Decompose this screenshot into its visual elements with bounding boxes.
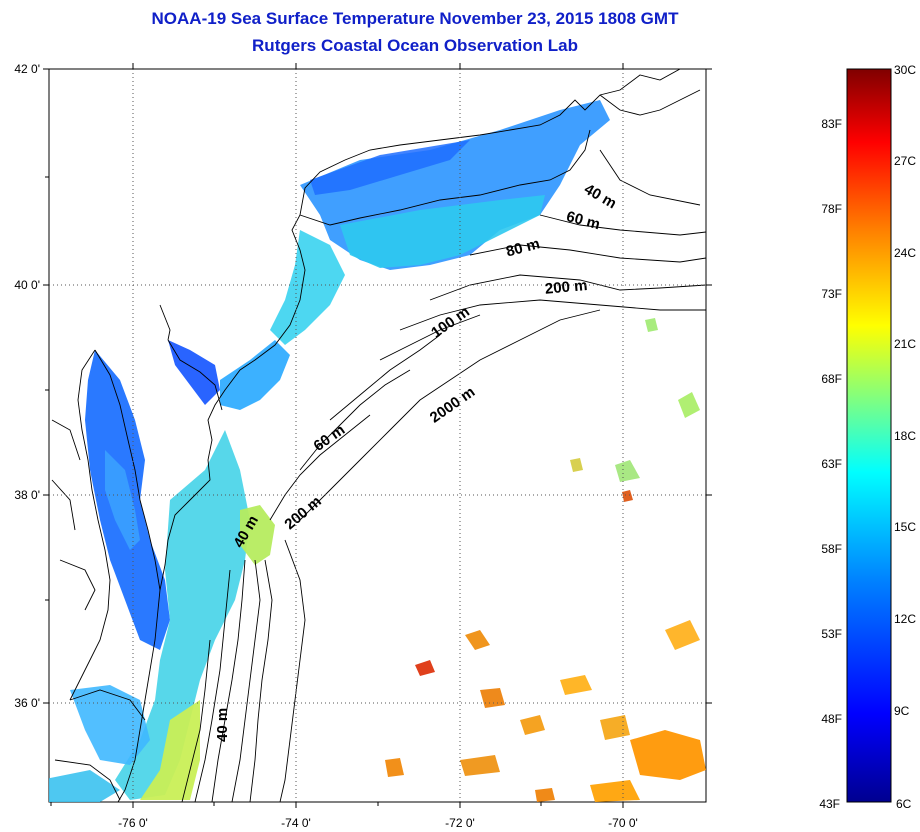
lat-label-38: 38 0' <box>14 488 40 502</box>
colorbar-gradient <box>846 68 892 803</box>
contour-label-40m-south: 40 m <box>214 708 231 742</box>
lon-label-76: -76 0' <box>118 816 148 830</box>
cb-label-18c: 18C <box>894 429 916 443</box>
sst-offshore-patches <box>385 318 706 802</box>
cb-label-83f: 83F <box>821 117 842 131</box>
lat-label-42: 42 0' <box>14 62 40 76</box>
sst-coastal-patches <box>49 100 610 802</box>
latitude-labels: 42 0' 40 0' 38 0' 36 0' <box>14 62 40 710</box>
cb-label-58f: 58F <box>821 542 842 556</box>
cb-label-73f: 73F <box>821 287 842 301</box>
cb-label-27c: 27C <box>894 154 916 168</box>
cb-label-12c: 12C <box>894 612 916 626</box>
lat-label-40: 40 0' <box>14 278 40 292</box>
map-panel: 40 m 60 m 80 m 200 m 100 m 2000 m 60 m 2… <box>14 62 712 830</box>
contour-label-200m-north: 200 m <box>544 277 588 298</box>
cb-label-30c: 30C <box>894 63 916 77</box>
colorbar: 30C 27C 24C 21C 18C 15C 12C 9C 6C 83F 78… <box>819 63 916 811</box>
cb-label-6c: 6C <box>896 797 912 811</box>
coastline <box>51 69 701 802</box>
colorbar-fahrenheit-labels: 83F 78F 73F 68F 63F 58F 53F 48F 43F <box>819 117 842 811</box>
cb-label-15c: 15C <box>894 520 916 534</box>
cb-label-21c: 21C <box>894 337 916 351</box>
lon-label-72: -72 0' <box>445 816 475 830</box>
cb-label-68f: 68F <box>821 372 842 386</box>
lon-label-74: -74 0' <box>281 816 311 830</box>
lon-label-70: -70 0' <box>608 816 638 830</box>
lat-label-36: 36 0' <box>14 696 40 710</box>
cb-label-9c: 9C <box>894 704 910 718</box>
map-subtitle: Rutgers Coastal Ocean Observation Lab <box>252 36 578 55</box>
graticule <box>49 69 706 802</box>
cb-label-78f: 78F <box>821 202 842 216</box>
cb-label-24c: 24C <box>894 246 916 260</box>
longitude-labels: -76 0' -74 0' -72 0' -70 0' <box>118 816 638 830</box>
cb-label-43f: 43F <box>819 797 840 811</box>
cb-label-48f: 48F <box>821 712 842 726</box>
cb-label-53f: 53F <box>821 627 842 641</box>
colorbar-celsius-labels: 30C 27C 24C 21C 18C 15C 12C 9C 6C <box>894 63 916 811</box>
cb-label-63f: 63F <box>821 457 842 471</box>
map-title: NOAA-19 Sea Surface Temperature November… <box>151 9 679 28</box>
axis-ticks <box>43 63 712 808</box>
